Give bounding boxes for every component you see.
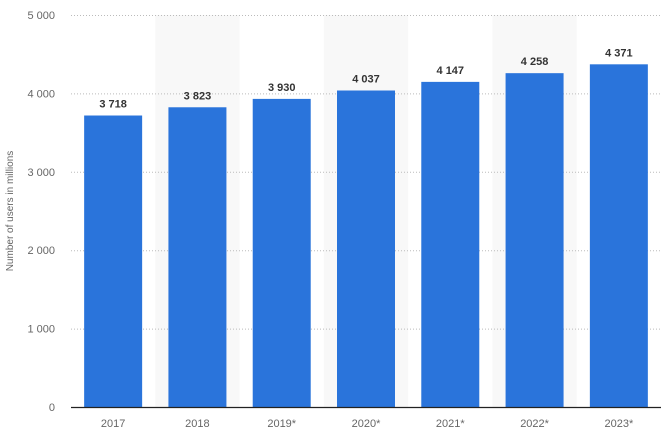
data-label: 4 258 [521,56,549,68]
bar-2017 [84,115,143,408]
x-tick-label: 2023* [604,418,633,430]
x-tick-label: 2018 [185,418,209,430]
x-tick-label: 2021* [436,418,465,430]
bar-2019 [252,98,311,407]
x-tick-label: 2020* [352,418,381,430]
data-label: 4 371 [605,47,633,59]
bar-2020 [337,90,395,407]
y-axis-label: Number of users in millions [5,151,16,272]
bar-2018 [168,107,227,408]
y-tick-label: 2 000 [27,245,55,257]
data-label: 4 037 [352,73,380,85]
x-tick-label: 2019* [267,418,296,430]
x-tick-label: 2022* [520,418,549,430]
data-label: 3 718 [99,99,127,111]
bar-2021 [421,81,480,408]
bar-2023 [589,64,648,407]
y-tick-label: 4 000 [27,88,55,100]
y-tick-label: 3 000 [27,167,55,179]
data-label: 3 930 [268,82,296,94]
data-label: 4 147 [437,65,465,77]
data-label: 3 823 [184,90,212,102]
x-tick-label: 2017 [101,418,125,430]
y-tick-label: 5 000 [27,10,55,22]
bar-2022 [505,73,564,408]
y-tick-label: 0 [49,402,55,414]
y-tick-label: 1 000 [27,324,55,336]
